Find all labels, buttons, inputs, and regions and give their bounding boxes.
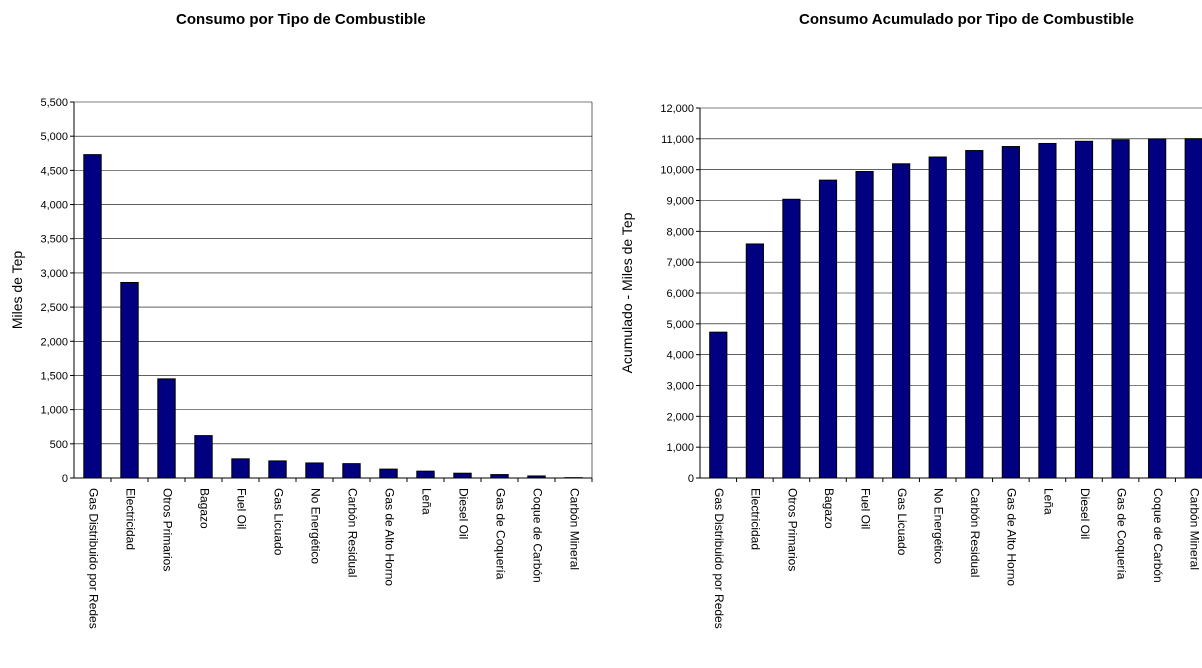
x-tick-label: Carbón Residual: [345, 488, 359, 577]
bar: [453, 472, 472, 479]
y-tick-label: 5,000: [666, 319, 694, 331]
y-tick-label: 7,000: [666, 257, 694, 269]
x-tick-label: Electricidad: [749, 488, 763, 550]
y-tick-label: 3,500: [40, 234, 68, 246]
x-tick-label: Otros Primarios: [160, 488, 174, 571]
y-tick-label: 0: [688, 473, 694, 485]
y-tick-label: 8,000: [666, 226, 694, 238]
y-tick-label: 4,500: [40, 165, 68, 177]
y-tick-label: 6,000: [666, 288, 694, 300]
x-tick-label: Fuel Oil: [234, 488, 248, 529]
bar: [818, 179, 838, 479]
bar: [1038, 142, 1057, 479]
y-tick-label: 2,000: [666, 411, 694, 423]
y-axis-title: Miles de Tep: [9, 251, 25, 330]
y-tick-label: 1,500: [40, 370, 68, 382]
bar: [709, 331, 728, 479]
bar: [83, 154, 102, 479]
y-tick-label: 3,000: [666, 381, 694, 393]
y-tick-label: 11,000: [661, 134, 694, 146]
bar: [1111, 139, 1130, 479]
y-tick-label: 9,000: [666, 196, 694, 208]
y-tick-label: 0: [62, 473, 68, 485]
y-tick-label: 3,000: [40, 268, 68, 280]
bar: [1001, 146, 1020, 479]
x-tick-label: Gas de Alto Horno: [382, 488, 396, 586]
x-tick-label: Leña: [1041, 488, 1055, 515]
x-tick-label: Leña: [419, 488, 433, 515]
y-tick-label: 12,000: [660, 103, 694, 115]
x-tick-label: Carbón Mineral: [1188, 488, 1202, 570]
y-tick-label: 2,000: [40, 336, 68, 348]
bar: [892, 163, 911, 479]
chart-title-acumulado: Consumo Acumulado por Tipo de Combustibl…: [799, 11, 1135, 28]
y-tick-label: 1,000: [40, 405, 68, 417]
y-tick-label: 5,500: [40, 97, 68, 109]
bar: [1184, 138, 1202, 479]
x-tick-label: Gas Distribuido por Redes: [712, 488, 726, 629]
bar: [782, 198, 801, 479]
bar: [268, 460, 287, 479]
bar: [120, 281, 139, 479]
bar: [1074, 140, 1094, 479]
y-tick-label: 4,000: [666, 350, 694, 362]
bar: [194, 435, 213, 479]
x-tick-label: Coque de Carbón: [530, 488, 544, 583]
x-tick-label: Bagazo: [822, 488, 836, 529]
x-tick-label: Gas Licuado: [895, 488, 909, 556]
y-tick-label: 500: [50, 439, 68, 451]
x-tick-label: Gas de Coquería: [493, 488, 507, 580]
x-tick-label: Gas de Coquería: [1114, 488, 1128, 580]
x-tick-label: Diesel Oil: [456, 488, 470, 539]
bar: [305, 462, 324, 479]
y-axis-title: Acumulado - Miles de Tep: [619, 212, 635, 373]
bar: [928, 156, 947, 479]
bar: [379, 468, 398, 479]
x-tick-label: Fuel Oil: [858, 488, 872, 529]
x-tick-label: Otros Primarios: [785, 488, 799, 571]
y-tick-label: 5,000: [40, 131, 68, 143]
bar: [965, 150, 984, 479]
x-tick-label: Diesel Oil: [1078, 488, 1092, 539]
x-tick-label: Carbón Residual: [968, 488, 982, 577]
bar: [231, 458, 250, 479]
y-tick-label: 10,000: [660, 165, 694, 177]
bar: [745, 243, 764, 479]
y-tick-label: 2,500: [40, 302, 68, 314]
bar: [157, 378, 176, 479]
x-tick-label: Bagazo: [197, 488, 211, 529]
bar: [1148, 138, 1167, 479]
x-tick-label: No Energético: [308, 488, 322, 564]
y-tick-label: 4,000: [40, 200, 68, 212]
x-tick-label: Gas Distribuido por Redes: [86, 488, 100, 629]
x-tick-label: Carbón Mineral: [567, 488, 581, 570]
bar: [855, 171, 874, 479]
bar: [490, 474, 509, 479]
x-tick-label: No Energético: [932, 488, 946, 564]
x-tick-label: Gas Licuado: [271, 488, 285, 556]
x-tick-label: Electricidad: [123, 488, 137, 550]
x-tick-label: Gas de Alto Horno: [1005, 488, 1019, 586]
chart-title-consumo: Consumo por Tipo de Combustible: [176, 11, 426, 28]
y-tick-label: 1,000: [666, 442, 694, 454]
bar: [416, 470, 435, 479]
bar: [527, 475, 546, 479]
bar: [342, 463, 361, 479]
x-tick-label: Coque de Carbón: [1151, 488, 1165, 583]
